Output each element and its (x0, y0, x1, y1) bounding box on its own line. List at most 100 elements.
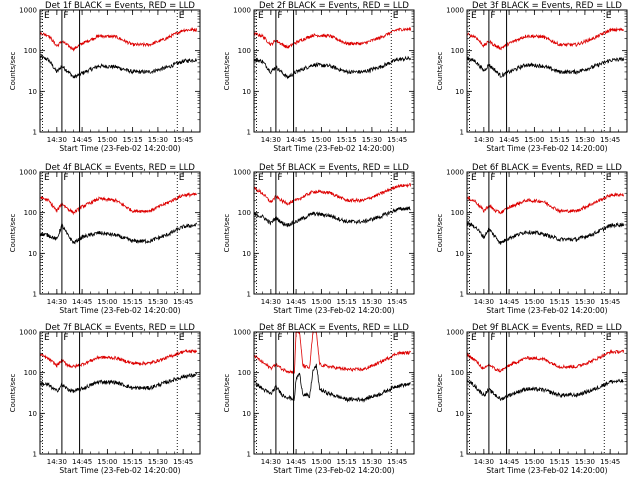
x-tick-label: 15:45 (173, 136, 193, 144)
plot-frame (466, 331, 628, 455)
x-tick-label: 15:00 (524, 136, 544, 144)
x-tick-label: 15:00 (97, 458, 117, 466)
y-tick-label: 10 (28, 250, 37, 258)
plot-frame (253, 9, 415, 133)
marker-label: E (471, 173, 477, 183)
panel-det6: Det 6f BLACK = Events, RED = LLD 1 10 100 10… (436, 163, 628, 315)
y-tick-label: 1 (247, 451, 251, 459)
y-tick-label: 1000 (446, 169, 464, 177)
x-tick-label: 15:30 (148, 458, 168, 466)
x-tick-label: 15:15 (550, 298, 570, 306)
panel-title: Det 3f BLACK = Events, RED = LLD (472, 1, 622, 11)
marker-label: E (179, 333, 185, 343)
marker-label: E (179, 11, 185, 21)
x-tick-label: 15:15 (123, 298, 143, 306)
series-line-events (39, 54, 198, 79)
y-tick-label: 10 (242, 88, 251, 96)
series-line-events (253, 363, 411, 403)
y-tick-label: 10 (455, 250, 464, 258)
y-tick-label: 1 (460, 291, 464, 299)
marker-label: E (393, 333, 399, 343)
panel-title: Det 5f BLACK = Events, RED = LLD (259, 163, 409, 173)
x-tick-label: 14:45 (286, 458, 306, 466)
marker-label: F (277, 173, 282, 183)
x-tick-label: 14:30 (47, 136, 67, 144)
x-tick-label: 15:15 (550, 458, 570, 466)
plot-frame (253, 331, 415, 455)
x-tick-label: 14:45 (499, 298, 519, 306)
x-tick-label: 14:45 (72, 458, 92, 466)
y-tick-label: 1000 (19, 7, 37, 15)
marker-label: E (393, 173, 399, 183)
marker-label: E (471, 333, 477, 343)
x-axis-label: Start Time (23-Feb-02 14:20:00) (273, 144, 394, 153)
panel-title: Det 6f BLACK = Events, RED = LLD (472, 163, 622, 173)
x-tick-label: 15:30 (362, 136, 382, 144)
y-tick-label: 100 (451, 47, 464, 55)
x-tick-label: 15:00 (311, 136, 331, 144)
x-tick-label: 15:30 (362, 458, 382, 466)
y-axis-label: Counts/sec (9, 52, 17, 91)
y-tick-label: 1000 (446, 329, 464, 337)
marker-label: E (258, 11, 264, 21)
y-tick-label: 10 (455, 410, 464, 418)
x-tick-label: 15:30 (148, 298, 168, 306)
x-axis-label: Start Time (23-Feb-02 14:20:00) (273, 466, 394, 475)
series-line-lld (466, 192, 624, 215)
x-tick-label: 15:45 (387, 298, 407, 306)
x-tick-label: 15:45 (387, 136, 407, 144)
marker-label: F (63, 11, 68, 21)
x-axis-label: Start Time (23-Feb-02 14:20:00) (486, 466, 607, 475)
x-tick-label: 15:00 (311, 458, 331, 466)
marker-label: E (258, 333, 264, 343)
x-tick-label: 15:15 (123, 458, 143, 466)
x-axis-label: Start Time (23-Feb-02 14:20:00) (273, 306, 394, 315)
x-axis-label: Start Time (23-Feb-02 14:20:00) (59, 144, 180, 153)
x-tick-label: 14:45 (286, 298, 306, 306)
series-line-lld (253, 26, 412, 49)
marker-label: E (606, 11, 612, 21)
y-tick-label: 1000 (446, 7, 464, 15)
series-line-lld (253, 331, 411, 375)
y-tick-label: 1000 (233, 169, 251, 177)
x-tick-label: 14:45 (499, 136, 519, 144)
plot-frame (466, 9, 628, 133)
y-tick-label: 1 (460, 129, 464, 137)
plot-frame (39, 9, 201, 133)
x-tick-label: 14:30 (474, 298, 494, 306)
series-line-events (466, 221, 625, 245)
series-line-lld (466, 26, 624, 51)
y-axis-label: Counts/sec (436, 52, 444, 91)
y-axis-label: Counts/sec (223, 374, 231, 413)
x-tick-label: 15:30 (362, 298, 382, 306)
plot-frame (253, 171, 415, 295)
panel-det2: Det 2f BLACK = Events, RED = LLD 1 10 100 10… (223, 1, 415, 153)
x-tick-label: 15:45 (600, 458, 620, 466)
marker-label: F (490, 333, 495, 343)
marker-label: E (393, 11, 399, 21)
x-tick-label: 15:45 (173, 298, 193, 306)
x-tick-label: 15:00 (311, 298, 331, 306)
y-tick-label: 100 (451, 369, 464, 377)
panel-det5: Det 5f BLACK = Events, RED = LLD 1 10 100 10… (223, 163, 415, 315)
marker-label: F (490, 11, 495, 21)
marker-label: E (44, 333, 50, 343)
panel-title: Det 8f BLACK = Events, RED = LLD (259, 323, 409, 333)
marker-label: E (471, 11, 477, 21)
x-axis-label: Start Time (23-Feb-02 14:20:00) (486, 144, 607, 153)
x-tick-label: 14:30 (261, 458, 281, 466)
x-tick-label: 15:45 (600, 136, 620, 144)
x-tick-label: 14:30 (474, 136, 494, 144)
panel-det9: Det 9f BLACK = Events, RED = LLD 1 10 100 10… (436, 323, 628, 475)
series-line-lld (39, 27, 198, 52)
y-tick-label: 10 (28, 88, 37, 96)
panel-det1: Det 1f BLACK = Events, RED = LLD 1 10 100 10… (9, 1, 201, 153)
y-tick-label: 1 (247, 129, 251, 137)
marker-label: E (258, 173, 264, 183)
series-line-lld (253, 183, 412, 206)
x-tick-label: 15:15 (337, 458, 357, 466)
y-tick-label: 1 (33, 451, 37, 459)
y-tick-label: 100 (238, 369, 251, 377)
